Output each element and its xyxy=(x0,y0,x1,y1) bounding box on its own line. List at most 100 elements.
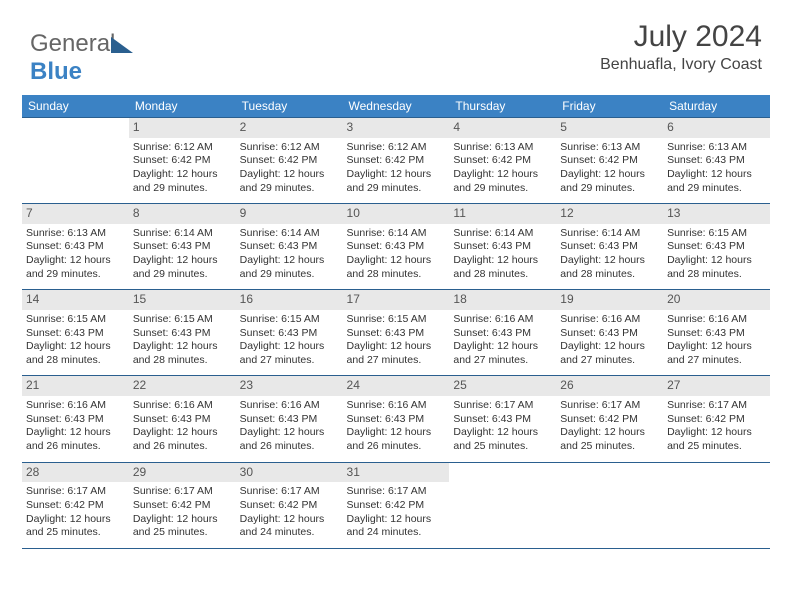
logo-triangle-icon xyxy=(111,37,133,53)
day-number: 4 xyxy=(449,118,556,138)
day-detail-text: Sunrise: 6:15 AMSunset: 6:43 PMDaylight:… xyxy=(26,313,125,368)
calendar-day-cell: 10 Sunrise: 6:14 AMSunset: 6:43 PMDayligh… xyxy=(343,204,450,290)
calendar-week-row: 14Sunrise: 6:15 AMSunset: 6:43 PMDayligh… xyxy=(22,290,770,376)
calendar-day-cell: 21 Sunrise: 6:16 AMSunset: 6:43 PMDayligh… xyxy=(22,376,129,462)
day-number: 23 xyxy=(236,376,343,396)
weekday-header: Friday xyxy=(556,95,663,118)
calendar-day-cell: 30Sunrise: 6:17 AMSunset: 6:42 PMDayligh… xyxy=(236,462,343,548)
header: General Blue July 2024 Benhuafla, Ivory … xyxy=(0,0,792,95)
calendar-day-cell: 24 Sunrise: 6:16 AMSunset: 6:43 PMDayligh… xyxy=(343,376,450,462)
calendar-day-cell: 8 Sunrise: 6:14 AMSunset: 6:43 PMDaylight… xyxy=(129,204,236,290)
location: Benhuafla, Ivory Coast xyxy=(600,56,762,74)
day-detail-text: Sunrise: 6:16 AMSunset: 6:43 PMDaylight:… xyxy=(667,313,766,368)
day-number: 28 xyxy=(22,463,129,483)
day-detail-text: Sunrise: 6:14 AMSunset: 6:43 PMDaylight:… xyxy=(347,227,446,282)
day-detail-text: Sunrise: 6:12 AMSunset: 6:42 PMDaylight:… xyxy=(347,141,446,196)
day-number: 12 xyxy=(556,204,663,224)
calendar-day-cell xyxy=(449,462,556,548)
day-number: 27 xyxy=(663,376,770,396)
calendar-day-cell: 3 Sunrise: 6:12 AMSunset: 6:42 PMDaylight… xyxy=(343,118,450,204)
calendar-day-cell: 7Sunrise: 6:13 AMSunset: 6:43 PMDaylight… xyxy=(22,204,129,290)
weekday-header-row: SundayMondayTuesdayWednesdayThursdayFrid… xyxy=(22,95,770,118)
calendar-day-cell: 27 Sunrise: 6:17 AMSunset: 6:42 PMDayligh… xyxy=(663,376,770,462)
calendar-day-cell: 25Sunrise: 6:17 AMSunset: 6:43 PMDayligh… xyxy=(449,376,556,462)
day-number: 11 xyxy=(449,204,556,224)
calendar-day-cell: 20 Sunrise: 6:16 AMSunset: 6:43 PMDayligh… xyxy=(663,290,770,376)
day-detail-text: Sunrise: 6:15 AMSunset: 6:43 PMDaylight:… xyxy=(667,227,766,282)
weekday-header: Sunday xyxy=(22,95,129,118)
calendar-day-cell: 18 Sunrise: 6:16 AMSunset: 6:43 PMDayligh… xyxy=(449,290,556,376)
day-detail-text: Sunrise: 6:17 AMSunset: 6:42 PMDaylight:… xyxy=(560,399,659,454)
calendar-day-cell: 4 Sunrise: 6:13 AMSunset: 6:42 PMDaylight… xyxy=(449,118,556,204)
title-block: July 2024 Benhuafla, Ivory Coast xyxy=(600,20,762,74)
day-number: 22 xyxy=(129,376,236,396)
calendar-day-cell: 26 Sunrise: 6:17 AMSunset: 6:42 PMDayligh… xyxy=(556,376,663,462)
calendar-day-cell: 15 Sunrise: 6:15 AMSunset: 6:43 PMDayligh… xyxy=(129,290,236,376)
day-number: 15 xyxy=(129,290,236,310)
day-number: 5 xyxy=(556,118,663,138)
month-title: July 2024 xyxy=(600,20,762,54)
calendar-day-cell: 28Sunrise: 6:17 AMSunset: 6:42 PMDayligh… xyxy=(22,462,129,548)
calendar-table: SundayMondayTuesdayWednesdayThursdayFrid… xyxy=(22,95,770,549)
day-detail-text: Sunrise: 6:15 AMSunset: 6:43 PMDaylight:… xyxy=(240,313,339,368)
day-detail-text: Sunrise: 6:16 AMSunset: 6:43 PMDaylight:… xyxy=(240,399,339,454)
day-detail-text: Sunrise: 6:13 AMSunset: 6:43 PMDaylight:… xyxy=(667,141,766,196)
day-number: 16 xyxy=(236,290,343,310)
day-detail-text: Sunrise: 6:17 AMSunset: 6:42 PMDaylight:… xyxy=(240,485,339,540)
day-number: 25 xyxy=(449,376,556,396)
calendar-day-cell xyxy=(663,462,770,548)
day-detail-text: Sunrise: 6:16 AMSunset: 6:43 PMDaylight:… xyxy=(26,399,125,454)
day-number: 20 xyxy=(663,290,770,310)
calendar-day-cell: 5 Sunrise: 6:13 AMSunset: 6:42 PMDaylight… xyxy=(556,118,663,204)
day-number: 29 xyxy=(129,463,236,483)
day-number: 24 xyxy=(343,376,450,396)
calendar-day-cell: 16 Sunrise: 6:15 AMSunset: 6:43 PMDayligh… xyxy=(236,290,343,376)
day-number: 1 xyxy=(129,118,236,138)
day-detail-text: Sunrise: 6:14 AMSunset: 6:43 PMDaylight:… xyxy=(133,227,232,282)
weekday-header: Wednesday xyxy=(343,95,450,118)
day-detail-text: Sunrise: 6:16 AMSunset: 6:43 PMDaylight:… xyxy=(133,399,232,454)
calendar-day-cell: 19 Sunrise: 6:16 AMSunset: 6:43 PMDayligh… xyxy=(556,290,663,376)
logo-part1: General xyxy=(30,30,115,57)
day-detail-text: Sunrise: 6:16 AMSunset: 6:43 PMDaylight:… xyxy=(453,313,552,368)
weekday-header: Thursday xyxy=(449,95,556,118)
day-number: 19 xyxy=(556,290,663,310)
day-detail-text: Sunrise: 6:15 AMSunset: 6:43 PMDaylight:… xyxy=(347,313,446,368)
day-detail-text: Sunrise: 6:15 AMSunset: 6:43 PMDaylight:… xyxy=(133,313,232,368)
calendar-day-cell: 17Sunrise: 6:15 AMSunset: 6:43 PMDayligh… xyxy=(343,290,450,376)
day-number: 10 xyxy=(343,204,450,224)
calendar-day-cell: 12 Sunrise: 6:14 AMSunset: 6:43 PMDayligh… xyxy=(556,204,663,290)
logo: General Blue xyxy=(30,30,133,86)
calendar-week-row: 1 Sunrise: 6:12 AMSunset: 6:42 PMDaylight… xyxy=(22,118,770,204)
day-number: 7 xyxy=(22,204,129,224)
day-detail-text: Sunrise: 6:17 AMSunset: 6:42 PMDaylight:… xyxy=(667,399,766,454)
day-number: 18 xyxy=(449,290,556,310)
calendar-day-cell xyxy=(556,462,663,548)
calendar-day-cell: 11Sunrise: 6:14 AMSunset: 6:43 PMDayligh… xyxy=(449,204,556,290)
day-detail-text: Sunrise: 6:16 AMSunset: 6:43 PMDaylight:… xyxy=(560,313,659,368)
day-detail-text: Sunrise: 6:17 AMSunset: 6:42 PMDaylight:… xyxy=(133,485,232,540)
day-number: 14 xyxy=(22,290,129,310)
calendar-body: 1 Sunrise: 6:12 AMSunset: 6:42 PMDaylight… xyxy=(22,118,770,549)
day-number: 31 xyxy=(343,463,450,483)
day-number: 8 xyxy=(129,204,236,224)
day-detail-text: Sunrise: 6:14 AMSunset: 6:43 PMDaylight:… xyxy=(560,227,659,282)
day-detail-text: Sunrise: 6:13 AMSunset: 6:42 PMDaylight:… xyxy=(453,141,552,196)
weekday-header: Monday xyxy=(129,95,236,118)
day-number: 6 xyxy=(663,118,770,138)
day-number: 13 xyxy=(663,204,770,224)
day-detail-text: Sunrise: 6:16 AMSunset: 6:43 PMDaylight:… xyxy=(347,399,446,454)
calendar-day-cell: 9Sunrise: 6:14 AMSunset: 6:43 PMDaylight… xyxy=(236,204,343,290)
weekday-header: Tuesday xyxy=(236,95,343,118)
day-number: 21 xyxy=(22,376,129,396)
calendar-day-cell: 13 Sunrise: 6:15 AMSunset: 6:43 PMDayligh… xyxy=(663,204,770,290)
calendar-day-cell: 6 Sunrise: 6:13 AMSunset: 6:43 PMDaylight… xyxy=(663,118,770,204)
day-detail-text: Sunrise: 6:13 AMSunset: 6:42 PMDaylight:… xyxy=(560,141,659,196)
calendar-week-row: 28Sunrise: 6:17 AMSunset: 6:42 PMDayligh… xyxy=(22,462,770,548)
day-number: 3 xyxy=(343,118,450,138)
day-detail-text: Sunrise: 6:14 AMSunset: 6:43 PMDaylight:… xyxy=(240,227,339,282)
day-number: 26 xyxy=(556,376,663,396)
day-number: 2 xyxy=(236,118,343,138)
calendar-day-cell: 14 Sunrise: 6:15 AMSunset: 6:43 PMDayligh… xyxy=(22,290,129,376)
calendar-day-cell xyxy=(22,118,129,204)
